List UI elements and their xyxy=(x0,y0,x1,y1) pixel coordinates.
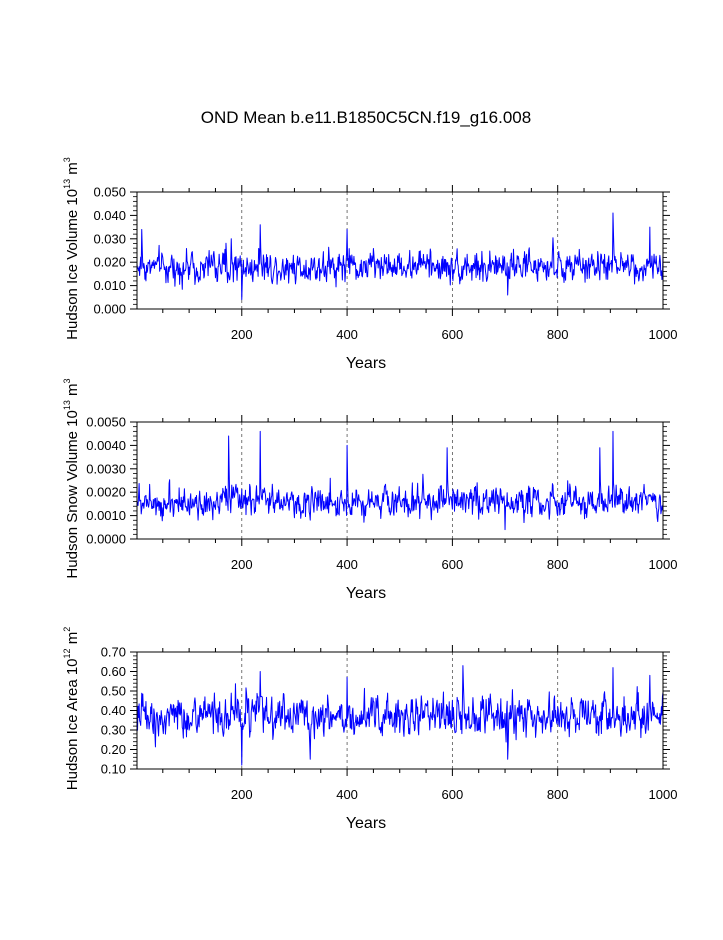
x-axis-label: Years xyxy=(346,355,386,372)
x-tick-label: 800 xyxy=(547,557,569,572)
y-tick-label: 0.020 xyxy=(93,255,126,270)
y-tick-label: 0.40 xyxy=(101,703,126,718)
y-tick-label: 0.0040 xyxy=(86,438,126,453)
y-tick-label: 0.60 xyxy=(101,664,126,679)
y-axis-label: Hudson Ice Area 1012 m2 xyxy=(62,627,81,790)
series-line xyxy=(136,212,664,301)
x-tick-label: 200 xyxy=(231,787,253,802)
y-tick-label: 0.0010 xyxy=(86,508,126,523)
x-tick-label: 600 xyxy=(442,327,464,342)
y-tick-label: 0.30 xyxy=(101,723,126,738)
x-tick-label: 400 xyxy=(336,787,358,802)
y-tick-label: 0.50 xyxy=(101,684,126,699)
y-tick-label: 0.70 xyxy=(101,645,126,660)
plot-frame xyxy=(136,421,664,540)
x-tick-label: 800 xyxy=(547,327,569,342)
panel-ice-area: 200 400 600 800 1000 0.10 0.20 0.30 0.40 0.50 0.60… xyxy=(62,627,677,832)
x-tick-label: 800 xyxy=(547,787,569,802)
y-tick-label: 0.040 xyxy=(93,208,126,223)
x-tick-label: 1000 xyxy=(649,557,678,572)
y-tick-label: 0.010 xyxy=(93,278,126,293)
y-tick-label: 0.050 xyxy=(93,185,126,200)
y-axis-label: Hudson Ice Volume 1013 m3 xyxy=(62,157,81,340)
y-tick-label: 0.0000 xyxy=(86,532,126,547)
panel-ice-volume: 200 400 600 800 1000 0.000 0.010 0.020 0.030 0.04… xyxy=(62,157,677,372)
chart-title: OND Mean b.e11.B1850C5CN.f19_g16.008 xyxy=(201,108,531,127)
y-tick-label: 0.030 xyxy=(93,231,126,246)
panel-snow-volume: 200 400 600 800 1000 0.0000 0.0010 0.0020 0.0030… xyxy=(62,378,677,602)
x-tick-label: 1000 xyxy=(649,327,678,342)
y-axis-label: Hudson Snow Volume 1013 m3 xyxy=(62,378,81,578)
y-tick-label: 0.0030 xyxy=(86,461,126,476)
x-tick-label: 600 xyxy=(442,557,464,572)
x-tick-label: 400 xyxy=(336,327,358,342)
y-tick-label: 0.000 xyxy=(93,302,126,317)
x-tick-label: 400 xyxy=(336,557,358,572)
y-tick-label: 0.10 xyxy=(101,762,126,777)
plot-frame xyxy=(136,191,664,310)
x-axis-label: Years xyxy=(346,585,386,602)
y-tick-label: 0.20 xyxy=(101,742,126,757)
x-tick-label: 600 xyxy=(442,787,464,802)
y-tick-label: 0.0020 xyxy=(86,485,126,500)
series-line xyxy=(136,665,664,766)
x-tick-label: 200 xyxy=(231,327,253,342)
x-tick-label: 1000 xyxy=(649,787,678,802)
x-axis-label: Years xyxy=(346,815,386,832)
x-tick-label: 200 xyxy=(231,557,253,572)
y-tick-label: 0.0050 xyxy=(86,415,126,430)
series-line xyxy=(136,430,664,531)
